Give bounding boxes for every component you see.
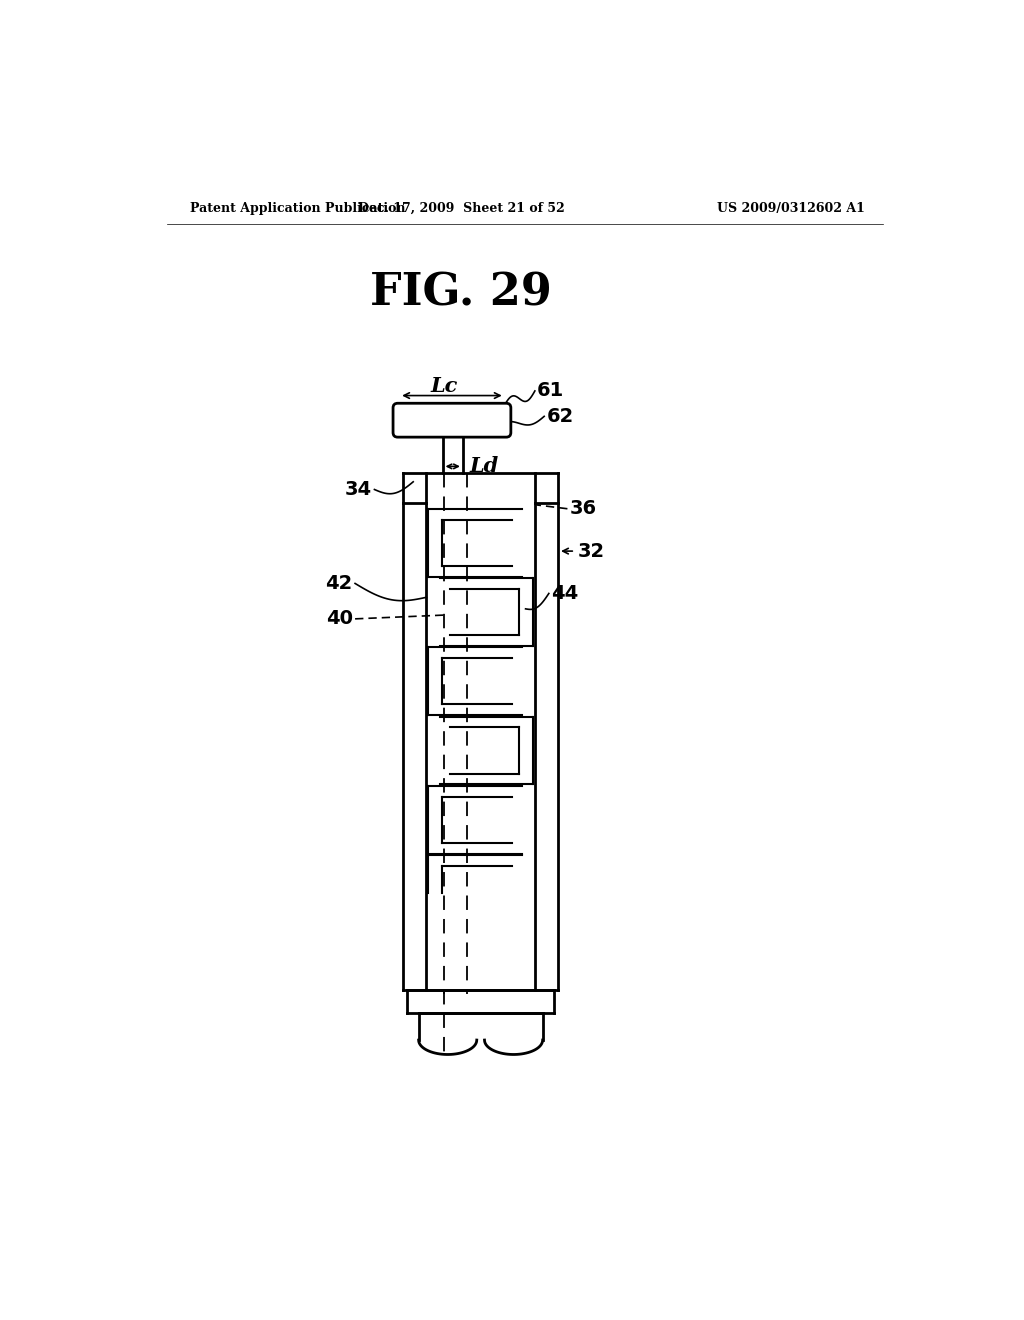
Text: Dec. 17, 2009  Sheet 21 of 52: Dec. 17, 2009 Sheet 21 of 52 [357, 202, 564, 215]
Text: Patent Application Publication: Patent Application Publication [190, 202, 406, 215]
FancyBboxPatch shape [393, 404, 511, 437]
Text: US 2009/0312602 A1: US 2009/0312602 A1 [717, 202, 865, 215]
Text: 36: 36 [569, 499, 597, 519]
Text: 42: 42 [326, 574, 352, 593]
Text: 44: 44 [551, 583, 579, 603]
Text: FIG. 29: FIG. 29 [371, 272, 552, 314]
Text: 32: 32 [578, 541, 604, 561]
Text: 62: 62 [547, 407, 573, 426]
Text: 40: 40 [326, 610, 352, 628]
Text: 61: 61 [538, 381, 564, 400]
Text: Ld: Ld [469, 457, 499, 477]
Text: Lc: Lc [430, 376, 458, 396]
Text: 34: 34 [345, 480, 372, 499]
